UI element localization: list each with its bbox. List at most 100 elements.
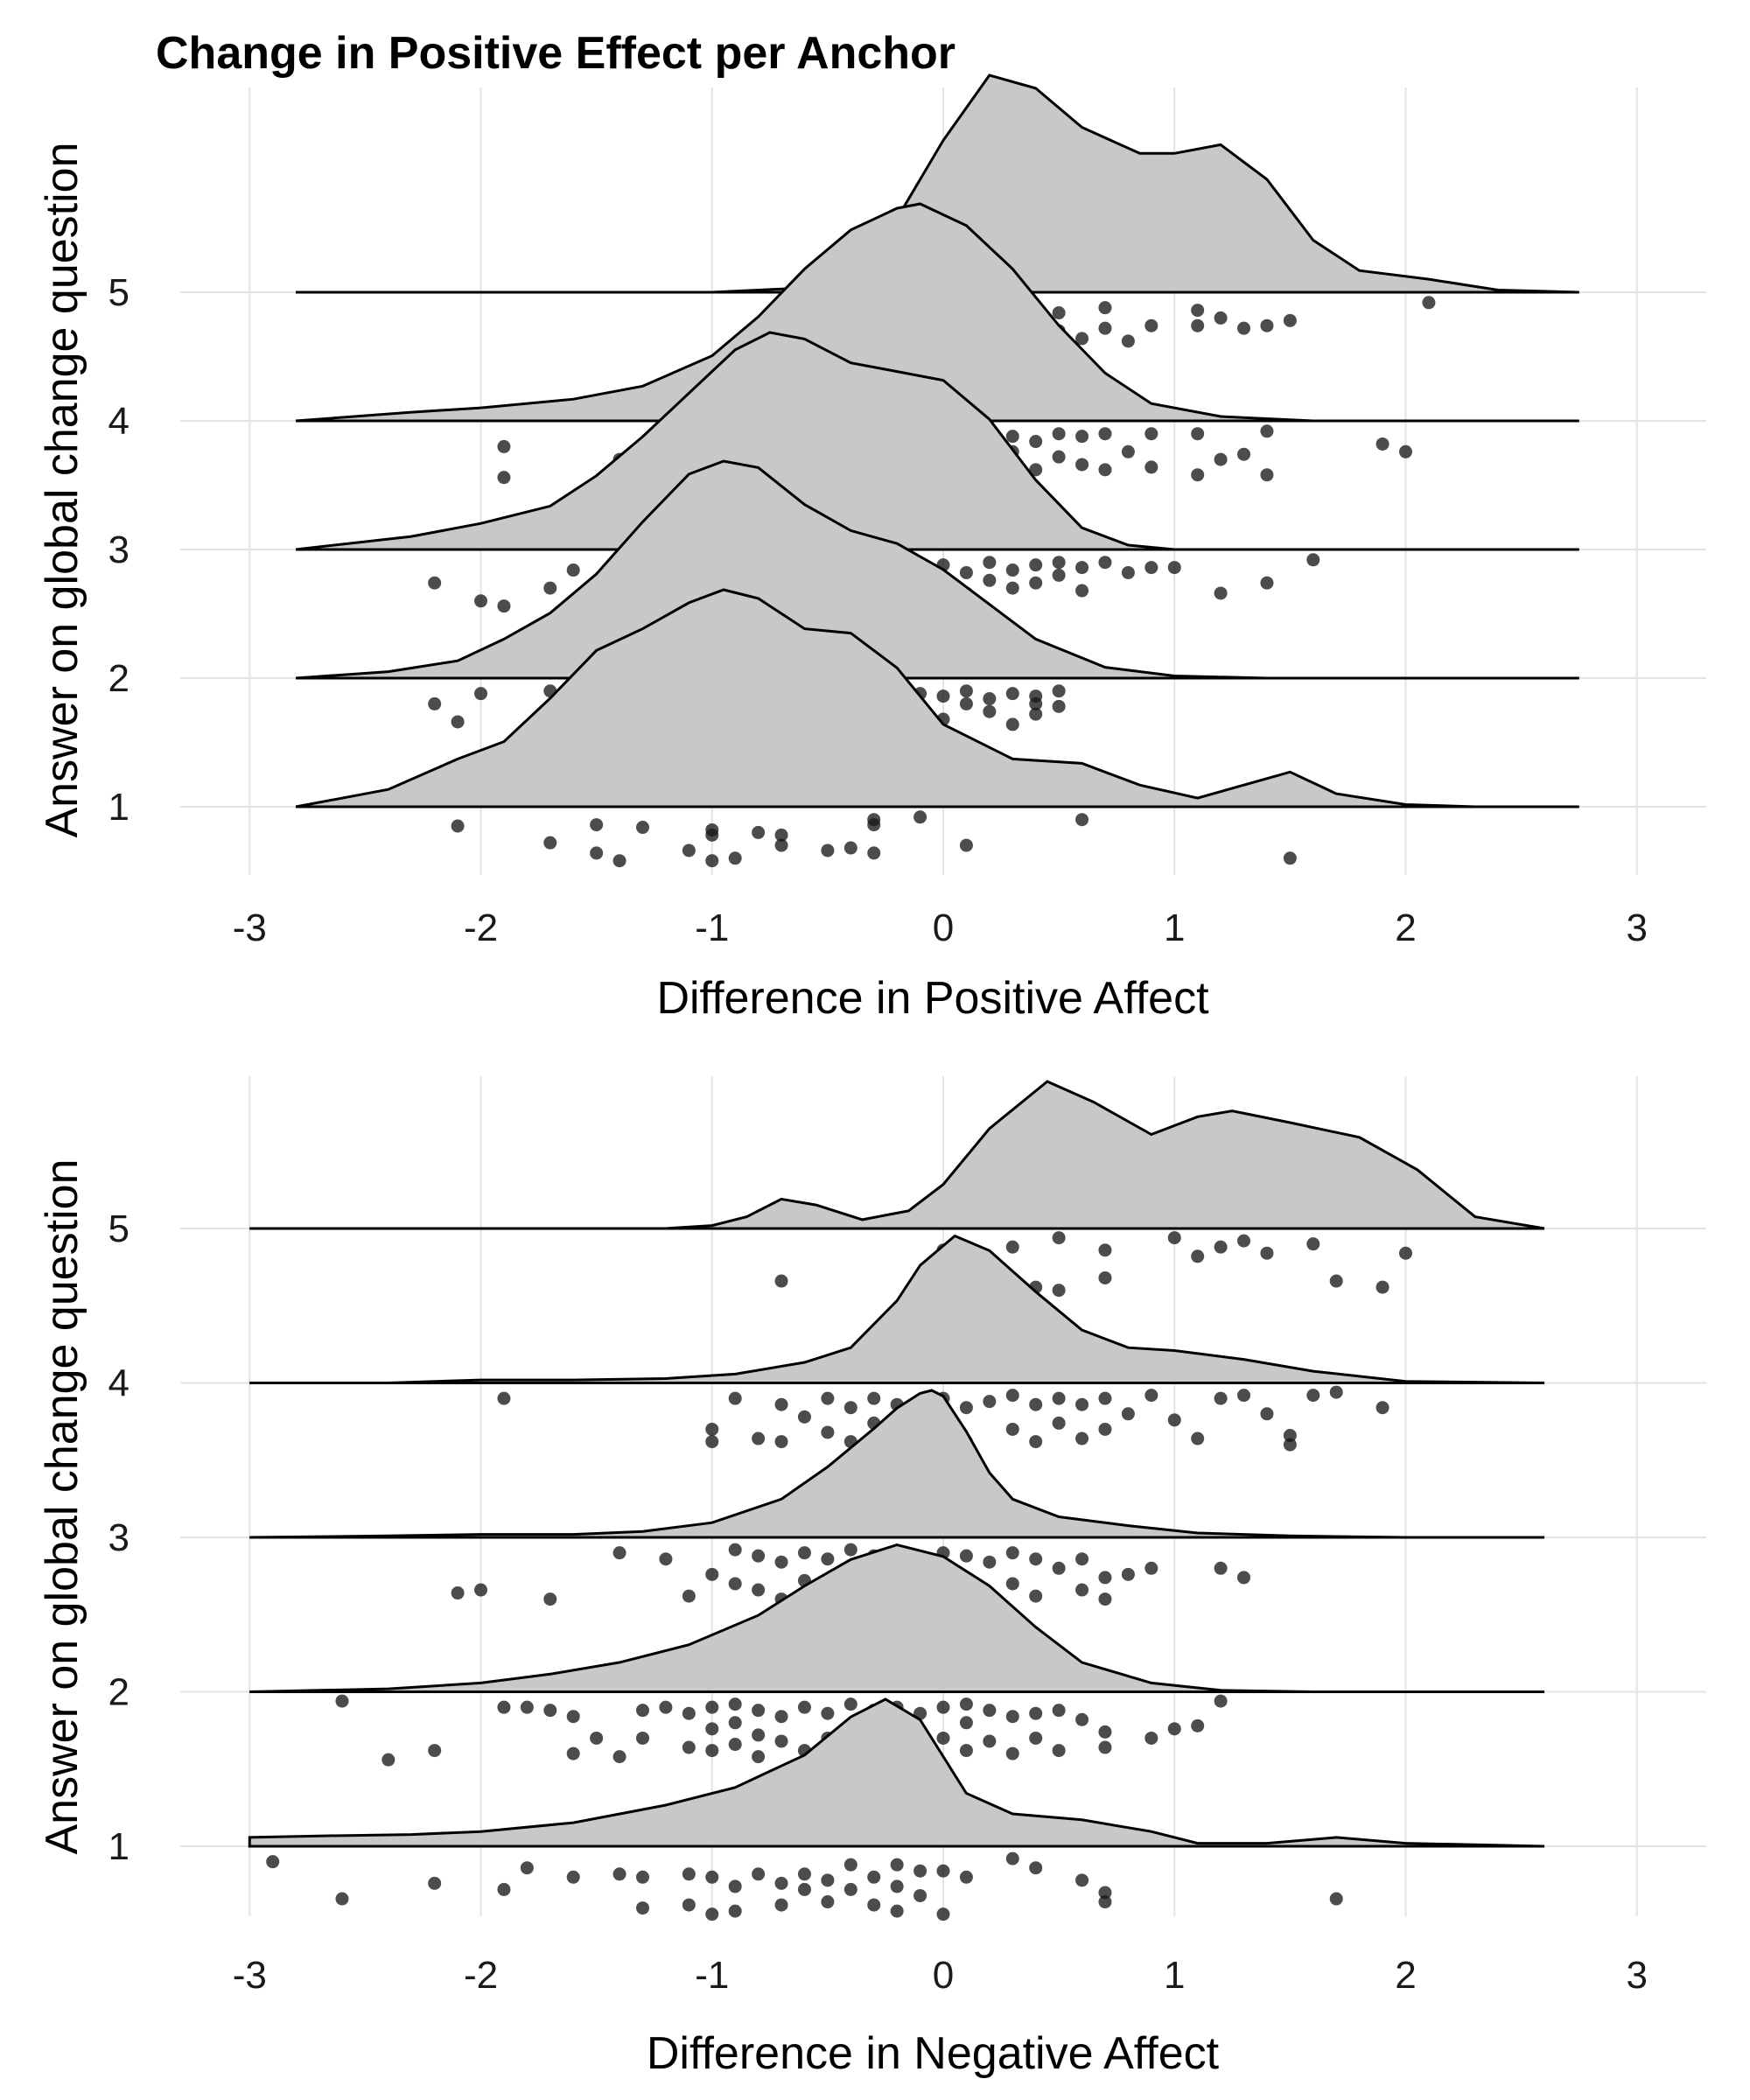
data-point xyxy=(752,1728,766,1742)
data-point xyxy=(1144,318,1158,332)
data-point xyxy=(1121,565,1135,579)
data-point xyxy=(1052,556,1066,570)
data-point xyxy=(1191,1250,1205,1264)
y-tick-label: 2 xyxy=(108,1671,130,1714)
data-point xyxy=(1167,1722,1181,1736)
data-point xyxy=(1005,1422,1019,1436)
data-point xyxy=(566,1710,580,1724)
data-point xyxy=(1052,1391,1066,1405)
data-point xyxy=(959,684,973,698)
data-point xyxy=(1098,556,1112,570)
ridge-group-1 xyxy=(248,1698,1545,1922)
data-point xyxy=(1029,1706,1043,1720)
data-point xyxy=(635,1731,649,1745)
data-point xyxy=(867,1870,881,1884)
data-point xyxy=(821,1706,835,1720)
data-point xyxy=(821,844,835,858)
data-point xyxy=(774,828,788,842)
data-point xyxy=(1005,1546,1019,1560)
data-point xyxy=(1144,1731,1158,1745)
data-point xyxy=(821,1873,835,1887)
ridge-group-5 xyxy=(249,1080,1545,1298)
data-point xyxy=(1052,427,1066,441)
data-point xyxy=(774,1898,788,1912)
y-tick-label: 1 xyxy=(108,1825,130,1868)
data-point xyxy=(844,1882,858,1896)
data-point xyxy=(1214,1391,1228,1405)
density-ridge xyxy=(248,1698,1545,1848)
data-point xyxy=(705,1744,719,1758)
ridge-group-1 xyxy=(295,588,1579,868)
data-point xyxy=(1167,561,1181,575)
density-ridge xyxy=(249,1234,1545,1384)
data-point xyxy=(959,696,973,710)
data-point xyxy=(1005,687,1019,701)
data-point xyxy=(543,1592,557,1606)
data-point xyxy=(451,1586,465,1600)
data-point xyxy=(959,838,973,852)
data-point xyxy=(1422,296,1436,310)
data-point xyxy=(752,1549,766,1563)
data-point xyxy=(821,1552,835,1566)
data-point xyxy=(1260,1246,1274,1260)
data-point xyxy=(821,1391,835,1405)
x-tick-label: -2 xyxy=(464,1954,498,1997)
data-point xyxy=(890,1858,904,1872)
data-point xyxy=(705,1722,719,1736)
data-point xyxy=(959,1870,973,1884)
data-point xyxy=(867,1898,881,1912)
data-point xyxy=(612,1867,626,1881)
y-tick-label: 1 xyxy=(108,786,130,829)
data-point xyxy=(682,1867,696,1881)
data-point xyxy=(1052,1744,1066,1758)
x-tick-label: -1 xyxy=(695,1954,729,1997)
x-tick-label: -3 xyxy=(233,906,267,949)
data-point xyxy=(728,1880,742,1894)
data-point xyxy=(728,1904,742,1918)
data-point xyxy=(752,825,766,839)
data-point xyxy=(1005,1577,1019,1591)
ridges xyxy=(248,1080,1545,1922)
data-point xyxy=(590,846,604,860)
data-point xyxy=(612,1750,626,1764)
data-point xyxy=(1167,1231,1181,1245)
data-point xyxy=(983,692,997,706)
data-point xyxy=(728,1738,742,1752)
data-point xyxy=(428,1876,442,1890)
data-point xyxy=(1052,1561,1066,1575)
data-point xyxy=(1237,1571,1251,1585)
data-point xyxy=(682,844,696,858)
y-axis-ticks: 1 2 3 4 5 xyxy=(108,1208,130,1868)
data-point xyxy=(1029,1589,1043,1603)
data-point xyxy=(705,1567,719,1581)
data-point xyxy=(821,1895,835,1909)
data-point xyxy=(1029,1731,1043,1745)
data-point xyxy=(705,854,719,868)
data-point xyxy=(705,1422,719,1436)
density-ridge xyxy=(249,1389,1545,1539)
density-ridge xyxy=(249,1543,1545,1693)
data-point xyxy=(382,1753,396,1767)
data-point xyxy=(1283,1438,1297,1452)
data-point xyxy=(543,581,557,595)
data-point xyxy=(612,1546,626,1560)
data-point xyxy=(1260,576,1274,590)
data-point xyxy=(1029,576,1043,590)
data-point xyxy=(774,1435,788,1449)
data-point xyxy=(1329,1274,1343,1288)
data-point xyxy=(1376,1401,1390,1415)
x-tick-label: 0 xyxy=(933,1954,954,1997)
data-point xyxy=(1029,1397,1043,1411)
y-tick-label: 4 xyxy=(108,1362,130,1405)
ridge-group-2 xyxy=(249,1543,1545,1767)
data-point xyxy=(752,1750,766,1764)
data-point xyxy=(914,1864,928,1878)
data-point xyxy=(1005,1389,1019,1403)
data-point xyxy=(635,1901,649,1915)
data-point xyxy=(566,564,580,578)
data-point xyxy=(1075,813,1089,827)
data-point xyxy=(1005,430,1019,444)
data-point xyxy=(682,1706,696,1720)
data-point xyxy=(266,1855,280,1869)
data-point xyxy=(1214,1240,1228,1254)
